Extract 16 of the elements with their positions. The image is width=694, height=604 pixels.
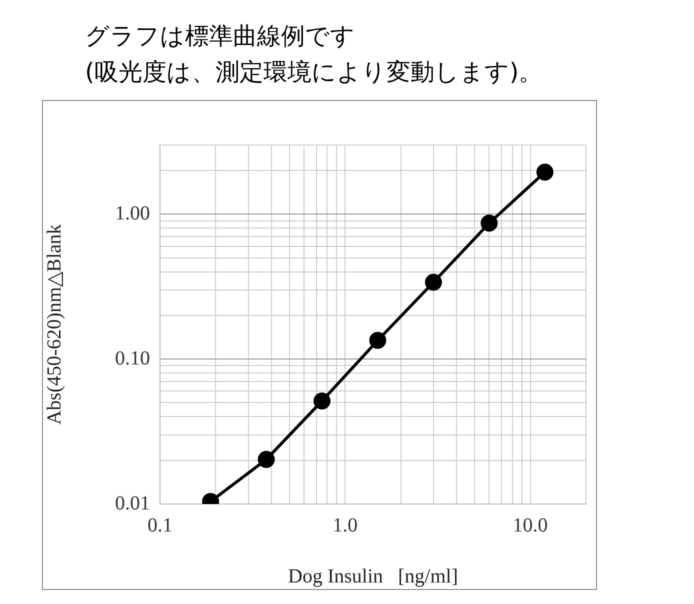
y-tick-label: 0.10 — [115, 347, 150, 370]
point — [369, 332, 386, 349]
point — [424, 274, 442, 291]
y-axis-title: Abs(450-620)nm△Blank — [43, 224, 66, 425]
point — [480, 214, 498, 232]
chart-title: グラフは標準曲線例です — [85, 21, 356, 52]
x-tick-label: 0.1 — [148, 514, 172, 536]
y-tick-label: 0.01 — [115, 492, 150, 514]
x-tick-label: 10.0 — [512, 514, 548, 536]
point — [258, 450, 275, 468]
y-tick-label: 1.00 — [115, 202, 150, 224]
x-axis-title: Dog Insulin [ng/ml] — [288, 565, 458, 588]
x-tick-label: 1.0 — [332, 514, 358, 536]
chart-subtitle: (吸光度は、測定環境により変動します)。 — [85, 57, 543, 88]
point — [314, 392, 331, 410]
point — [536, 164, 554, 181]
